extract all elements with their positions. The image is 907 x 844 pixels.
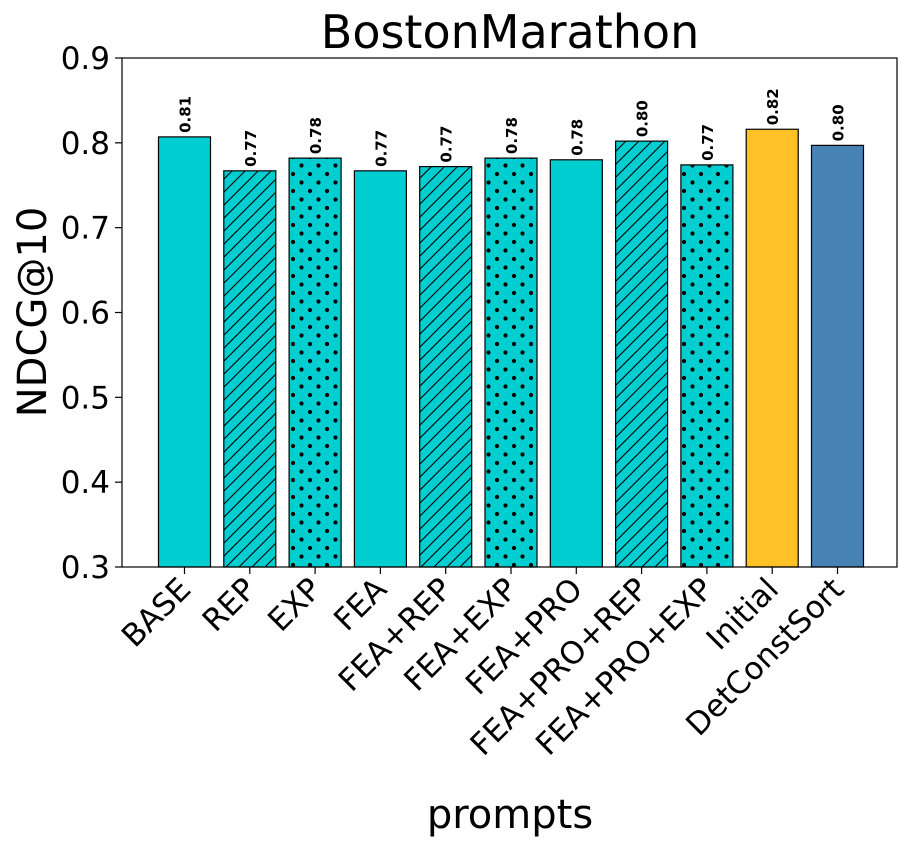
bar-hatch-diagonal [419,166,472,567]
bar-value-label: 0.77 [372,130,390,167]
x-tick-label: BASE [115,571,198,654]
y-axis-title: NDCG@10 [10,207,56,418]
y-tick-label: 0.5 [61,380,110,416]
bar-hatch-diagonal [223,170,276,567]
chart-title: BostonMarathon [321,5,699,59]
x-axis-title: prompts [427,792,593,838]
y-tick-label: 0.6 [61,296,110,332]
bar-base [158,136,211,567]
bar-value-label: 0.78 [307,117,325,154]
bar-initial [746,129,799,567]
bar-labels-layer: 0.81 0.77 0.78 0.77 0.77 0.78 0.78 0.80 0.77 0.82… [177,88,848,167]
y-tick-label: 0.3 [61,550,110,586]
bar-hatch-dots [680,164,733,567]
bar-hatch-diagonal [615,141,668,568]
bar-hatch-dots [289,158,342,567]
y-tick-label: 0.7 [61,211,110,247]
bar-fea-pro [550,159,603,568]
bar-value-label: 0.77 [438,126,456,163]
bar-fea [354,170,407,567]
y-tick-label: 0.8 [61,126,110,162]
x-tick-label: EXP [261,571,329,639]
x-tick-label: REP [196,571,264,639]
bar-hatch-dots [485,158,537,567]
bar-detconstsort [811,145,864,567]
bar-value-label: 0.80 [634,100,652,137]
y-tick-label: 0.4 [61,465,110,501]
bar-value-label: 0.77 [242,130,260,167]
bar-value-label: 0.77 [699,124,717,161]
y-tick-label: 0.9 [61,41,110,77]
bars-layer [157,128,865,568]
bar-value-label: 0.80 [830,104,848,141]
bar-value-label: 0.78 [503,117,521,154]
bar-value-label: 0.78 [568,119,586,156]
bar-value-label: 0.81 [177,96,195,133]
bar-value-label: 0.82 [764,88,782,125]
